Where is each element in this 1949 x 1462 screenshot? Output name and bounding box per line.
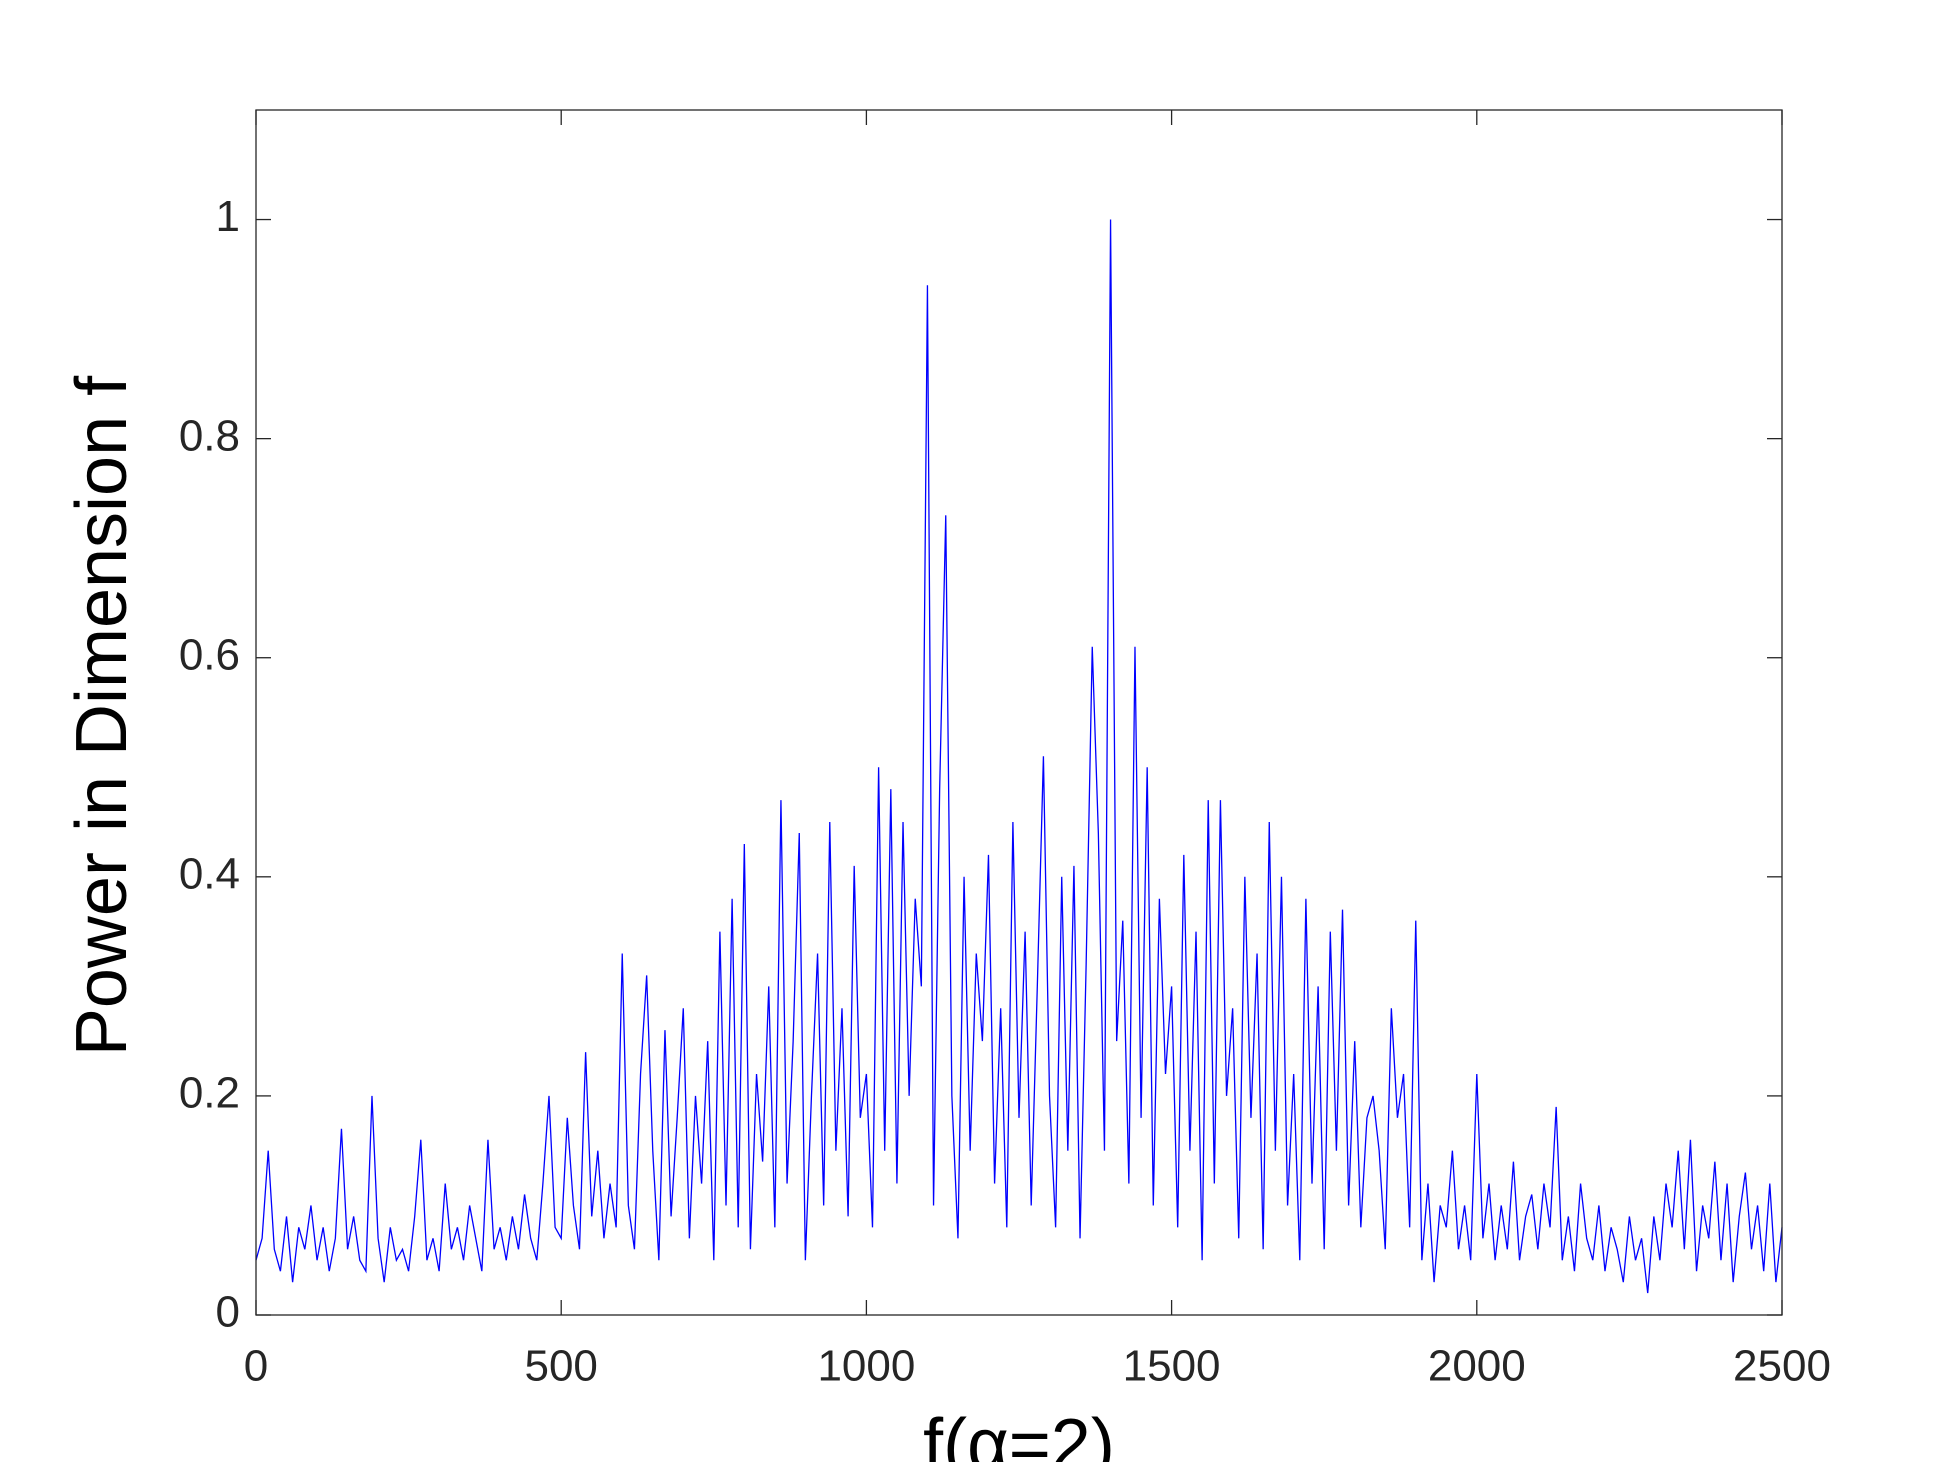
y-tick-label: 0.4	[179, 849, 240, 898]
x-tick-label: 2500	[1733, 1342, 1831, 1391]
data-line	[255, 219, 1783, 1294]
x-tick-label: 500	[524, 1342, 597, 1391]
y-tick-label: 0.2	[179, 1069, 240, 1118]
x-tick-label: 0	[244, 1342, 268, 1391]
y-tick-label: 0.6	[179, 630, 240, 679]
y-tick-label: 0.8	[179, 411, 240, 460]
plot-frame	[255, 109, 1783, 1316]
y-tick-label: 1	[216, 192, 240, 241]
x-tick-label: 2000	[1428, 1342, 1526, 1391]
x-tick-label: 1500	[1123, 1342, 1221, 1391]
y-tick-label: 0	[216, 1288, 240, 1337]
y-axis-label: Power in Dimension f	[62, 375, 142, 1056]
x-axis-label: f(α=2)	[923, 1405, 1115, 1462]
x-tick-label: 1000	[817, 1342, 915, 1391]
